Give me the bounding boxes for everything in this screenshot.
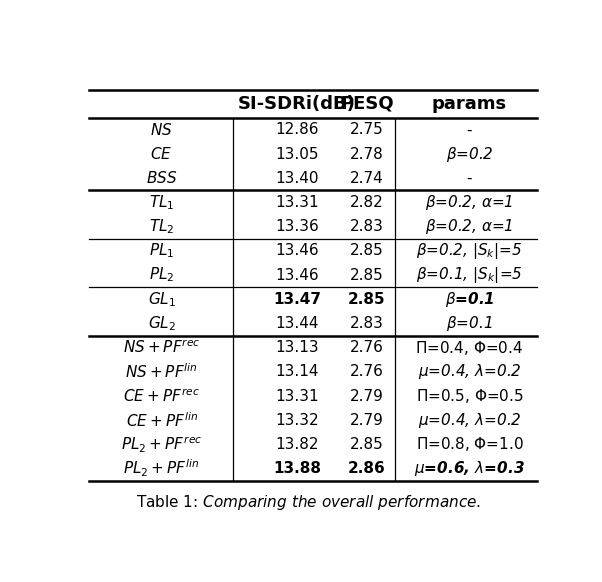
Text: $\Pi$=0.8, $\Phi$=1.0: $\Pi$=0.8, $\Phi$=1.0: [415, 435, 523, 453]
Text: 12.86: 12.86: [275, 122, 318, 137]
Text: 13.82: 13.82: [275, 437, 318, 452]
Text: 13.46: 13.46: [275, 243, 318, 258]
Text: 2.76: 2.76: [350, 340, 384, 355]
Text: -: -: [467, 122, 472, 137]
Text: params: params: [432, 95, 507, 113]
Text: 2.85: 2.85: [350, 268, 383, 283]
Text: $\Pi$=0.5, $\Phi$=0.5: $\Pi$=0.5, $\Phi$=0.5: [415, 387, 523, 405]
Text: 13.32: 13.32: [275, 413, 318, 428]
Text: 13.47: 13.47: [273, 292, 321, 307]
Text: $\Pi$=0.4, $\Phi$=0.4: $\Pi$=0.4, $\Phi$=0.4: [415, 339, 524, 357]
Text: $\beta$=0.1: $\beta$=0.1: [446, 314, 492, 333]
Text: $\mathit{PL}_2+\mathit{PF}^{rec}$: $\mathit{PL}_2+\mathit{PF}^{rec}$: [121, 435, 202, 455]
Text: $\mathit{GL}_1$: $\mathit{GL}_1$: [147, 290, 176, 308]
Text: 2.82: 2.82: [350, 195, 383, 210]
Text: $\mathit{GL}_2$: $\mathit{GL}_2$: [147, 314, 176, 333]
Text: 2.78: 2.78: [350, 147, 383, 162]
Text: 13.05: 13.05: [275, 147, 318, 162]
Text: 13.14: 13.14: [275, 364, 318, 379]
Text: $\mathit{PL}_1$: $\mathit{PL}_1$: [149, 242, 174, 260]
Text: 2.83: 2.83: [350, 219, 384, 234]
Text: $\mathit{CE}+\mathit{PF}^{lin}$: $\mathit{CE}+\mathit{PF}^{lin}$: [126, 411, 197, 430]
Text: $\mu$=0.4, $\lambda$=0.2: $\mu$=0.4, $\lambda$=0.2: [418, 363, 521, 381]
Text: 13.36: 13.36: [275, 219, 318, 234]
Text: 13.31: 13.31: [275, 195, 318, 210]
Text: $\mathit{PL}_2+\mathit{PF}^{lin}$: $\mathit{PL}_2+\mathit{PF}^{lin}$: [123, 458, 200, 480]
Text: $\mathit{NS}+\mathit{PF}^{rec}$: $\mathit{NS}+\mathit{PF}^{rec}$: [123, 339, 200, 356]
Text: $\mathit{TL}_2$: $\mathit{TL}_2$: [149, 217, 175, 236]
Text: 13.88: 13.88: [273, 461, 321, 476]
Text: 2.75: 2.75: [350, 122, 383, 137]
Text: 13.46: 13.46: [275, 268, 318, 283]
Text: -: -: [467, 171, 472, 186]
Text: 2.76: 2.76: [350, 364, 384, 379]
Text: 2.79: 2.79: [350, 413, 384, 428]
Text: $\beta$=0.1: $\beta$=0.1: [445, 290, 494, 309]
Text: 13.31: 13.31: [275, 389, 318, 403]
Text: 2.83: 2.83: [350, 316, 384, 331]
Text: $\mathit{NS}+\mathit{PF}^{lin}$: $\mathit{NS}+\mathit{PF}^{lin}$: [125, 363, 198, 381]
Text: $\mathit{TL}_1$: $\mathit{TL}_1$: [149, 193, 175, 212]
Text: $\mathit{BSS}$: $\mathit{BSS}$: [146, 171, 177, 186]
Text: $\beta$=0.2: $\beta$=0.2: [445, 144, 493, 164]
Text: 13.13: 13.13: [275, 340, 318, 355]
Text: 2.79: 2.79: [350, 389, 384, 403]
Text: 13.44: 13.44: [275, 316, 318, 331]
Text: SI-SDRi(dB): SI-SDRi(dB): [238, 95, 356, 113]
Text: 2.85: 2.85: [350, 437, 383, 452]
Text: $\mathit{CE}$: $\mathit{CE}$: [150, 146, 173, 162]
Text: PESQ: PESQ: [340, 95, 394, 113]
Text: Table 1: $\it{Comparing\ the\ overall\ performance.}$: Table 1: $\it{Comparing\ the\ overall\ p…: [136, 494, 481, 512]
Text: $\beta$=0.1, $|S_k|$=5: $\beta$=0.1, $|S_k|$=5: [416, 265, 523, 285]
Text: $\mu$=0.6, $\lambda$=0.3: $\mu$=0.6, $\lambda$=0.3: [414, 459, 525, 478]
Text: 13.40: 13.40: [275, 171, 318, 186]
Text: 2.85: 2.85: [348, 292, 386, 307]
Text: $\mathit{CE}+\mathit{PF}^{rec}$: $\mathit{CE}+\mathit{PF}^{rec}$: [123, 388, 200, 404]
Text: $\mathit{PL}_2$: $\mathit{PL}_2$: [149, 266, 174, 285]
Text: $\beta$=0.2, $\alpha$=1: $\beta$=0.2, $\alpha$=1: [426, 193, 514, 212]
Text: 2.86: 2.86: [348, 461, 386, 476]
Text: $\mu$=0.4, $\lambda$=0.2: $\mu$=0.4, $\lambda$=0.2: [418, 411, 521, 430]
Text: $\beta$=0.2, $|S_k|$=5: $\beta$=0.2, $|S_k|$=5: [417, 241, 523, 261]
Text: 2.85: 2.85: [350, 243, 383, 258]
Text: $\mathit{NS}$: $\mathit{NS}$: [150, 122, 173, 138]
Text: 2.74: 2.74: [350, 171, 383, 186]
Text: $\beta$=0.2, $\alpha$=1: $\beta$=0.2, $\alpha$=1: [426, 217, 514, 236]
